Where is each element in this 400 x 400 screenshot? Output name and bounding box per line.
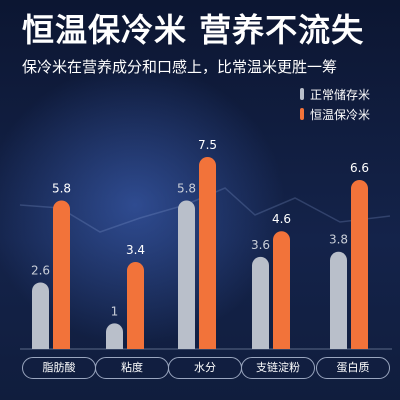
data-label-s1-c1: 3.4 — [126, 243, 145, 257]
legend-label-gray: 正常储存米 — [310, 87, 371, 102]
category-label-4: 蛋白质 — [316, 357, 390, 379]
bar-s0-c0 — [32, 282, 49, 349]
bar-s0-c4 — [330, 251, 347, 349]
category-label-2: 水分 — [168, 357, 242, 379]
bar-s0-c3 — [252, 256, 269, 349]
legend-label-orange: 恒温保冷米 — [310, 107, 371, 122]
bar-s1-c2 — [199, 157, 216, 349]
legend-item-orange: 恒温保冷米 — [300, 104, 370, 124]
bar-s1-c3 — [273, 231, 290, 349]
category-label-1: 粘度 — [95, 357, 169, 379]
legend: 正常储存米 恒温保冷米 — [300, 84, 370, 124]
bar-layer: 2.6 1 5.8 3.6 3.8 5.8 3.4 7.5 4.6 6.6 — [31, 138, 369, 349]
data-label-s0-c3: 3.6 — [251, 238, 270, 252]
data-label-s1-c4: 6.6 — [350, 161, 369, 175]
bar-s1-c1 — [127, 261, 144, 349]
category-label-0: 脂肪酸 — [22, 357, 96, 379]
page-subtitle: 保冷米在营养成分和口感上，比常温米更胜一筹 — [22, 58, 338, 76]
data-label-s1-c3: 4.6 — [272, 212, 291, 226]
legend-swatch-gray — [300, 88, 304, 100]
data-label-s1-c0: 5.8 — [52, 182, 71, 196]
bar-s0-c1 — [106, 323, 123, 349]
bar-s1-c4 — [351, 180, 368, 349]
legend-swatch-orange — [300, 108, 304, 120]
data-label-s0-c0: 2.6 — [31, 263, 50, 277]
data-label-s0-c4: 3.8 — [329, 233, 348, 247]
data-label-s1-c2: 7.5 — [198, 138, 217, 152]
page-title: 恒温保冷米 营养不流失 — [22, 11, 365, 49]
data-label-s0-c1: 1 — [111, 304, 119, 318]
data-label-s0-c2: 5.8 — [177, 182, 196, 196]
bar-s0-c2 — [178, 200, 195, 349]
bar-s1-c0 — [53, 200, 70, 349]
category-label-3: 支链淀粉 — [241, 357, 315, 379]
legend-item-gray: 正常储存米 — [300, 84, 370, 104]
